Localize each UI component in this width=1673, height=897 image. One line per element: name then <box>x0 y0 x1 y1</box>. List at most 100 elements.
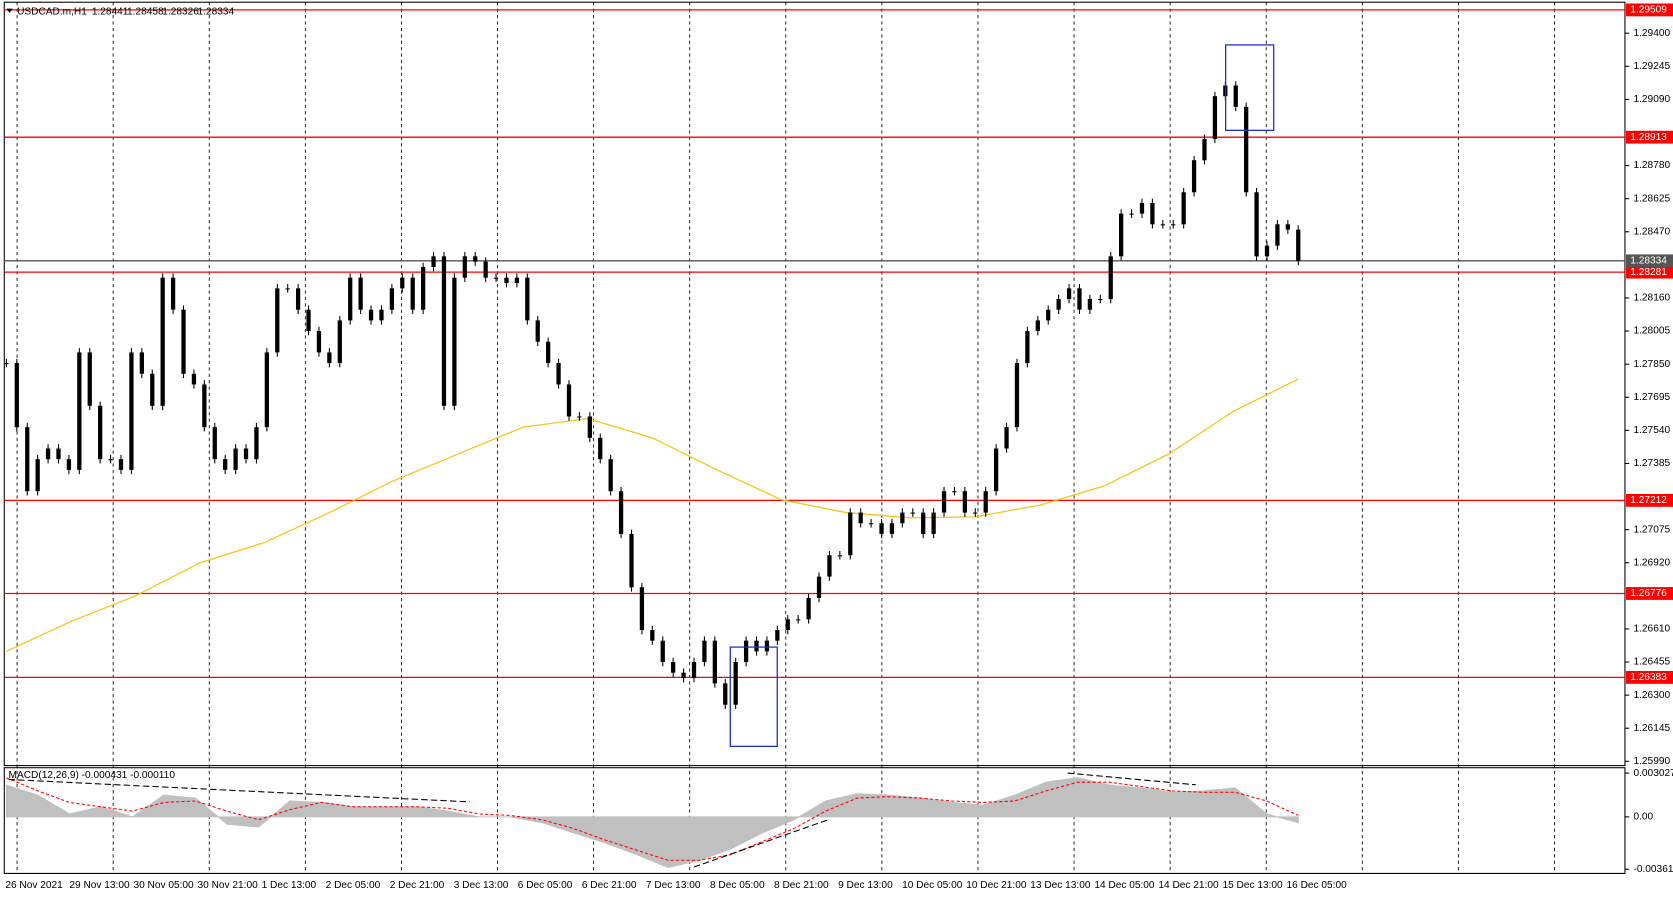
candle-body <box>264 352 269 428</box>
x-tick-label: 30 Nov 05:00 <box>133 880 194 891</box>
candle-body <box>556 363 561 385</box>
candle-body <box>275 288 280 353</box>
level-line-label: 1.27212 <box>1630 495 1667 506</box>
candle-body <box>493 277 499 279</box>
candle-body <box>900 512 905 524</box>
candle-body <box>420 267 426 310</box>
candle-body <box>295 288 301 310</box>
candle-body <box>796 619 801 621</box>
candle-body <box>1191 160 1197 193</box>
level-line-label-bg <box>1626 670 1673 684</box>
candle-body <box>212 427 217 460</box>
x-tick-label: 26 Nov 2021 <box>5 880 63 891</box>
x-tick-label: 7 Dec 13:00 <box>646 880 701 891</box>
candle-body <box>1296 229 1301 261</box>
candle-body <box>921 512 926 534</box>
candle-body <box>233 448 238 470</box>
candle-body <box>306 309 311 332</box>
plot <box>4 9 1625 869</box>
candle-body <box>1275 224 1280 246</box>
candle-body <box>785 619 790 630</box>
x-tick-label: 2 Dec 21:00 <box>390 880 445 891</box>
candle-body <box>170 277 176 310</box>
candle-body <box>650 629 655 641</box>
macd-pane <box>3 767 1626 874</box>
candle-body <box>858 512 863 524</box>
candle-body <box>1129 213 1134 215</box>
macd-signal <box>6 777 1299 861</box>
x-tick-label: 8 Dec 05:00 <box>710 880 765 891</box>
level-line-label: 1.26383 <box>1630 672 1667 683</box>
candle-body <box>431 256 436 268</box>
ohlc-value: 1.28334 <box>198 7 235 18</box>
candle-body <box>962 491 968 513</box>
y-tick-label: 1.26145 <box>1633 723 1670 734</box>
candle-body <box>629 533 634 588</box>
price-line-label-bg <box>1626 254 1673 268</box>
candle-body <box>671 662 676 673</box>
y-tick-label: 1.28160 <box>1633 293 1670 304</box>
candle-body <box>889 523 895 534</box>
candle-body <box>473 256 478 262</box>
candle-body <box>108 459 113 461</box>
trend-line <box>1067 772 1196 786</box>
candle-body <box>285 288 290 290</box>
candle-body <box>327 352 332 364</box>
candle-body <box>1098 299 1103 301</box>
x-tick-label: 2 Dec 05:00 <box>326 880 381 891</box>
candle-body <box>223 459 228 470</box>
candle-body <box>77 352 82 470</box>
candle-body <box>1108 256 1113 300</box>
ohlc-value: 1.28441 <box>92 7 129 18</box>
level-line-label-bg <box>1626 587 1673 600</box>
ohlc-value: 1.28458 <box>127 7 164 18</box>
candle-body <box>14 363 19 428</box>
candle-body <box>691 662 697 679</box>
candle-body <box>1056 299 1061 310</box>
candle-body <box>1046 309 1051 321</box>
y-tick-label: 1.27695 <box>1633 392 1670 403</box>
highlight-box <box>729 646 778 748</box>
x-tick-label: 6 Dec 21:00 <box>582 880 637 891</box>
candle-body <box>202 384 207 428</box>
level-line-label-bg <box>1626 265 1673 279</box>
level-line-label: 1.28281 <box>1630 267 1667 278</box>
highlight-box <box>1225 44 1275 131</box>
candle-body <box>1202 138 1207 161</box>
candle-body <box>723 683 728 705</box>
candle-body <box>1181 192 1186 225</box>
candle-body <box>608 459 613 492</box>
candle-body <box>181 309 186 374</box>
y-tick-label: 1.28470 <box>1633 226 1670 237</box>
candle-body <box>66 459 72 470</box>
candle-body <box>639 587 645 630</box>
macd-tick-label: -0.003619 <box>1633 864 1673 875</box>
candle-body <box>598 437 603 460</box>
candle-body <box>368 309 374 321</box>
y-tick-label: 1.25990 <box>1633 756 1670 767</box>
y-tick-label: 1.28625 <box>1633 193 1670 204</box>
y-tick-label: 1.27850 <box>1633 359 1670 370</box>
candle-body <box>868 523 874 525</box>
x-tick-label: 6 Dec 05:00 <box>518 880 573 891</box>
candle-body <box>348 277 353 321</box>
candle-body <box>827 555 832 577</box>
y-tick-label: 1.26455 <box>1633 657 1670 668</box>
candle-body <box>837 555 842 557</box>
candle-body <box>504 277 509 284</box>
candle-body <box>1014 363 1020 428</box>
candle-body <box>514 277 520 284</box>
candle-body <box>254 427 259 460</box>
candle-body <box>45 448 51 460</box>
candle-body <box>1244 106 1249 193</box>
x-tick-label: 8 Dec 21:00 <box>774 880 829 891</box>
candle-body <box>441 256 447 406</box>
candle-body <box>816 576 822 598</box>
macd-histogram <box>5 777 1299 869</box>
candle-body <box>1077 288 1082 310</box>
candle-body <box>1119 213 1124 257</box>
x-tick-label: 14 Dec 05:00 <box>1094 880 1155 891</box>
level-line-label: 1.26776 <box>1630 588 1667 599</box>
level-line-label: 1.28913 <box>1630 132 1667 143</box>
